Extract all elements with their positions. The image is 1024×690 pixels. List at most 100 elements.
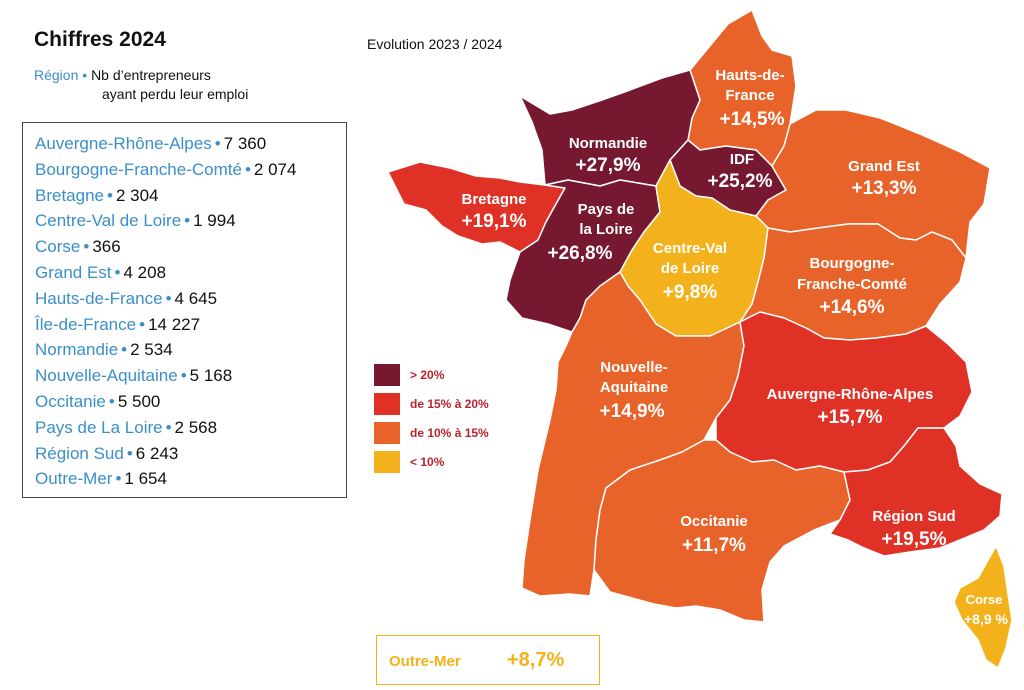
- stat-region: Bretagne: [35, 185, 104, 205]
- label-centre-val-de-loire-name: de Loire: [661, 260, 719, 277]
- stat-region: Corse: [35, 237, 81, 257]
- stat-region: Île-de-France: [35, 314, 137, 334]
- stat-region: Normandie: [35, 340, 119, 360]
- stat-row: Occitanie • 5 500: [35, 389, 346, 415]
- stat-region: Auvergne-Rhône-Alpes: [35, 134, 212, 153]
- stat-region: Centre-Val de Loire: [35, 211, 182, 231]
- label-region-sud-name: Région Sud: [872, 508, 955, 525]
- stat-region: Grand Est: [35, 262, 112, 282]
- stat-value: 1 654: [124, 469, 167, 489]
- stat-value: 6 243: [135, 443, 179, 463]
- stat-bullet: •: [139, 314, 146, 334]
- legend-desc-line1: Nb d’entrepreneurs: [91, 67, 211, 83]
- label-nouvelle-aquitaine-name: Nouvelle-: [600, 359, 668, 376]
- stat-value: 2 304: [115, 185, 159, 205]
- label-nouvelle-aquitaine-name: Aquitaine: [600, 379, 668, 396]
- label-bretagne-name: Bretagne: [461, 191, 526, 208]
- key-swatch: [374, 393, 400, 415]
- label-auvergne-rhone-alpes-name: Auvergne-Rhône-Alpes: [767, 386, 934, 403]
- stat-row: Hauts-de-France • 4 645: [35, 286, 346, 312]
- stat-row: Région Sud • 6 243: [35, 441, 346, 467]
- stat-value: 2 074: [253, 159, 297, 179]
- label-centre-val-de-loire-name: Centre-Val: [653, 240, 727, 257]
- label-nouvelle-aquitaine-pct: +14,9%: [600, 401, 665, 422]
- label-auvergne-rhone-alpes-pct: +15,7%: [818, 407, 883, 428]
- page-title: Chiffres 2024: [34, 28, 166, 51]
- key-swatch: [374, 422, 400, 444]
- stat-row: Pays de La Loire • 2 568: [35, 415, 346, 441]
- key-label: < 10%: [410, 455, 445, 469]
- stat-value: 4 208: [123, 262, 167, 282]
- label-hauts-de-france-pct: +14,5%: [720, 109, 785, 130]
- stat-value: 14 227: [148, 314, 201, 334]
- stat-bullet: •: [214, 134, 221, 153]
- stat-row: Bretagne • 2 304: [35, 183, 346, 209]
- label-pays-de-la-loire-name: la Loire: [579, 221, 632, 238]
- stat-value: 7 360: [223, 134, 267, 153]
- outre-mer-box: Outre-Mer +8,7%: [376, 635, 600, 685]
- label-centre-val-de-loire-pct: +9,8%: [663, 282, 718, 303]
- stat-region: Nouvelle-Aquitaine: [35, 366, 178, 386]
- stat-region: Outre-Mer: [35, 469, 113, 489]
- label-region-sud-pct: +19,5%: [882, 529, 947, 550]
- label-corse-name: Corse: [966, 592, 1003, 607]
- stat-bullet: •: [108, 391, 115, 411]
- key-swatch: [374, 451, 400, 473]
- stat-bullet: •: [107, 185, 113, 205]
- key-label: de 15% à 20%: [410, 397, 489, 411]
- stat-bullet: •: [126, 443, 133, 463]
- stat-value: 5 168: [189, 366, 233, 386]
- label-idf-pct: +25,2%: [708, 171, 773, 192]
- stat-bullet: •: [83, 237, 90, 257]
- label-grand-est-pct: +13,3%: [852, 178, 917, 199]
- stat-row: Auvergne-Rhône-Alpes • 7 360: [35, 131, 346, 157]
- label-bourgogne-franche-comte-pct: +14,6%: [820, 297, 885, 318]
- stat-region: Région Sud: [35, 443, 124, 463]
- stats-legend-header: Région • Nb d’entrepreneurs ayant perdu …: [34, 66, 248, 104]
- stat-region: Hauts-de-France: [35, 288, 163, 308]
- label-pays-de-la-loire-name: Pays de: [578, 201, 635, 218]
- stat-row: Centre-Val de Loire • 1 994: [35, 208, 346, 234]
- stat-row: Bourgogne-Franche-Comté • 2 074: [35, 157, 346, 183]
- stat-value: 2 568: [174, 417, 218, 437]
- stat-bullet: •: [121, 340, 128, 360]
- key-label: > 20%: [410, 368, 445, 382]
- stat-row: Île-de-France • 14 227: [35, 312, 346, 338]
- label-bretagne-pct: +19,1%: [462, 211, 527, 232]
- stat-bullet: •: [244, 159, 251, 179]
- stat-value: 1 994: [193, 211, 236, 231]
- key-label: de 10% à 15%: [410, 426, 489, 440]
- region-region-sud[interactable]: [829, 427, 1003, 557]
- stat-region: Pays de La Loire: [35, 417, 163, 437]
- stat-row: Outre-Mer • 1 654: [35, 466, 346, 492]
- label-occitanie-pct: +11,7%: [682, 535, 746, 556]
- legend-region-label: Région: [34, 67, 79, 83]
- stat-bullet: •: [115, 469, 122, 489]
- stat-row: Corse • 366: [35, 234, 346, 260]
- outre-mer-pct: +8,7%: [507, 649, 565, 671]
- stat-region: Occitanie: [35, 391, 106, 411]
- label-occitanie-name: Occitanie: [680, 513, 748, 530]
- label-hauts-de-france-name: France: [725, 87, 774, 104]
- stat-bullet: •: [184, 211, 191, 231]
- label-bourgogne-franche-comte-name: Bourgogne-: [810, 255, 895, 272]
- label-grand-est-name: Grand Est: [848, 158, 920, 175]
- label-normandie-pct: +27,9%: [576, 155, 641, 176]
- stat-bullet: •: [114, 262, 121, 282]
- region-corse[interactable]: [953, 545, 1013, 669]
- stat-value: 4 645: [174, 288, 218, 308]
- stat-value: 5 500: [117, 391, 161, 411]
- label-corse-pct: +8,9 %: [964, 611, 1009, 627]
- label-idf-name: IDF: [730, 151, 754, 168]
- stat-bullet: •: [165, 417, 172, 437]
- stat-row: Nouvelle-Aquitaine • 5 168: [35, 363, 346, 389]
- stat-value: 2 534: [130, 340, 173, 360]
- outre-mer-name: Outre-Mer: [389, 653, 461, 670]
- legend-bullet: •: [82, 67, 88, 83]
- label-bourgogne-franche-comte-name: Franche-Comté: [797, 276, 907, 293]
- stat-bullet: •: [165, 288, 172, 308]
- label-pays-de-la-loire-pct: +26,8%: [548, 243, 613, 264]
- stats-box: Auvergne-Rhône-Alpes • 7 360 Bourgogne-Fra…: [22, 122, 347, 498]
- label-normandie-name: Normandie: [569, 135, 647, 152]
